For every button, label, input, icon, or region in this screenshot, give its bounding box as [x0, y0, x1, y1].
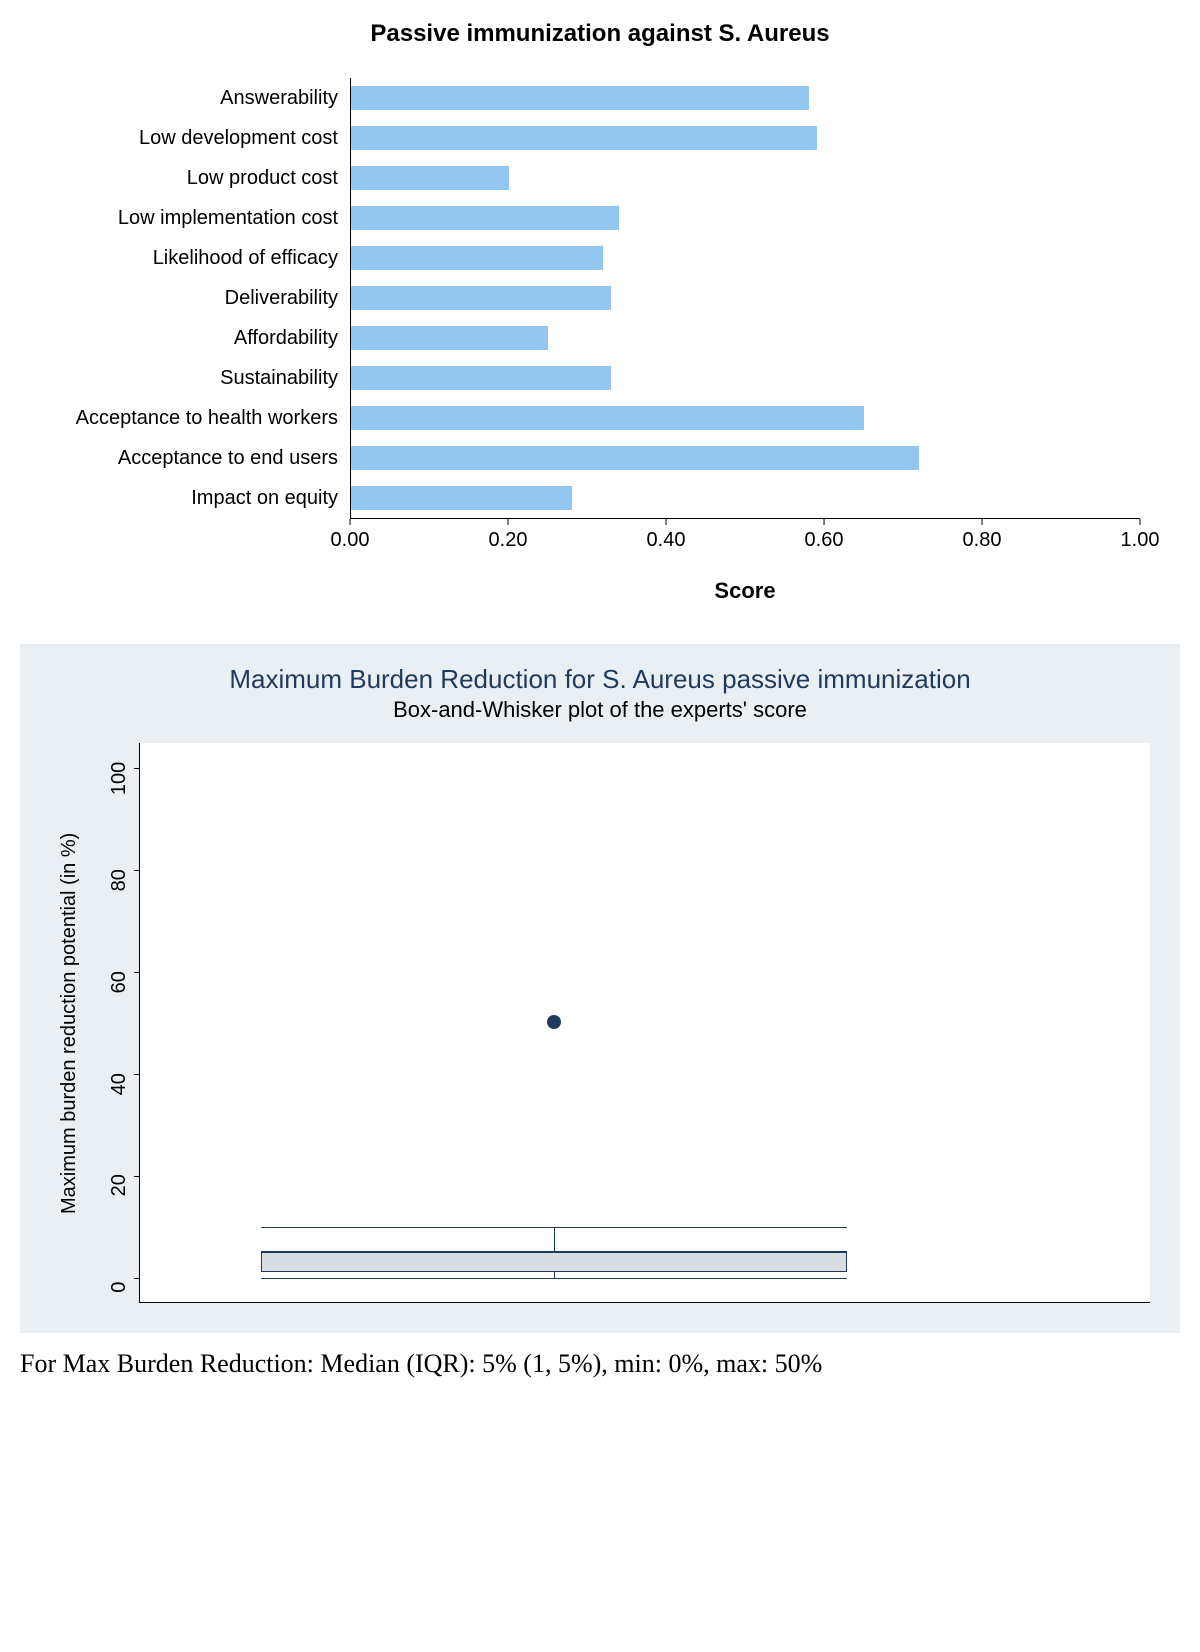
- bar-row: Acceptance to end users: [350, 438, 1140, 478]
- boxplot-y-tick-label: 60: [108, 971, 131, 993]
- bar-chart-container: Passive immunization against S. Aureus A…: [20, 20, 1180, 604]
- bar-plot-area: [350, 478, 1140, 518]
- x-tick-mark: [350, 519, 351, 525]
- x-tick-label: 0.60: [805, 529, 844, 552]
- whisker-line-low: [554, 1272, 555, 1277]
- bar-row: Answerability: [350, 78, 1140, 118]
- bar-chart-x-axis: 0.000.200.400.600.801.00: [350, 518, 1140, 568]
- bar-fill: [351, 326, 548, 350]
- boxplot-footnote: For Max Burden Reduction: Median (IQR): …: [20, 1349, 1180, 1379]
- x-tick-label: 0.40: [647, 529, 686, 552]
- bar-row: Low implementation cost: [350, 198, 1140, 238]
- whisker-line-high: [554, 1227, 555, 1252]
- bar-label: Deliverability: [225, 287, 350, 310]
- boxplot-y-tick-label: 80: [108, 869, 131, 891]
- bar-plot-area: [350, 278, 1140, 318]
- bar-label: Low implementation cost: [118, 207, 350, 230]
- bar-fill: [351, 486, 572, 510]
- x-tick: 0.80: [963, 519, 1002, 552]
- x-tick-label: 0.80: [963, 529, 1002, 552]
- bar-fill: [351, 406, 864, 430]
- bar-fill: [351, 446, 919, 470]
- x-tick-label: 1.00: [1121, 529, 1160, 552]
- bar-plot-area: [350, 238, 1140, 278]
- boxplot-area: Maximum burden reduction potential (in %…: [50, 743, 1150, 1303]
- bar-row: Sustainability: [350, 358, 1140, 398]
- bar-fill: [351, 286, 611, 310]
- boxplot-title: Maximum Burden Reduction for S. Aureus p…: [50, 664, 1150, 695]
- boxplot-y-tick-label: 20: [108, 1175, 131, 1197]
- bar-row: Deliverability: [350, 278, 1140, 318]
- bar-plot-area: [350, 198, 1140, 238]
- bar-fill: [351, 126, 817, 150]
- x-tick-mark: [982, 519, 983, 525]
- bar-fill: [351, 86, 809, 110]
- bar-plot-area: [350, 438, 1140, 478]
- outlier-point: [547, 1015, 561, 1029]
- bar-label: Affordability: [234, 327, 350, 350]
- boxplot-y-tick-label: 40: [108, 1073, 131, 1095]
- bar-plot-area: [350, 78, 1140, 118]
- boxplot-y-tick-mark: [134, 768, 140, 769]
- bar-label: Acceptance to health workers: [76, 407, 350, 430]
- x-tick: 0.40: [647, 519, 686, 552]
- bar-row: Low product cost: [350, 158, 1140, 198]
- bar-row: Likelihood of efficacy: [350, 238, 1140, 278]
- boxplot-y-tick-mark: [134, 1074, 140, 1075]
- bar-chart-plot: AnswerabilityLow development costLow pro…: [350, 78, 1140, 518]
- whisker-cap-low: [261, 1278, 847, 1279]
- boxplot-y-tick-label: 100: [108, 762, 131, 795]
- bar-plot-area: [350, 318, 1140, 358]
- x-tick-mark: [508, 519, 509, 525]
- x-tick: 0.00: [331, 519, 370, 552]
- bar-plot-area: [350, 398, 1140, 438]
- x-tick-mark: [666, 519, 667, 525]
- bar-chart-x-label: Score: [350, 578, 1140, 604]
- boxplot-y-ticks: 0 20 40 60 80 100: [89, 743, 139, 1303]
- bar-label: Acceptance to end users: [118, 447, 350, 470]
- bar-fill: [351, 166, 509, 190]
- x-tick-label: 0.00: [331, 529, 370, 552]
- bar-row: Impact on equity: [350, 478, 1140, 518]
- boxplot-y-tick-mark: [134, 870, 140, 871]
- boxplot-y-tick-label: 0: [108, 1282, 131, 1293]
- boxplot-y-tick-mark: [134, 972, 140, 973]
- boxplot-panel: Maximum Burden Reduction for S. Aureus p…: [20, 644, 1180, 1333]
- x-tick: 0.60: [805, 519, 844, 552]
- box-rect: [261, 1252, 847, 1272]
- boxplot-plot-area: [139, 743, 1150, 1303]
- bar-label: Impact on equity: [191, 487, 350, 510]
- bar-label: Sustainability: [220, 367, 350, 390]
- bar-label: Answerability: [220, 87, 350, 110]
- bar-row: Affordability: [350, 318, 1140, 358]
- boxplot-y-label: Maximum burden reduction potential (in %…: [50, 743, 89, 1303]
- bar-fill: [351, 246, 603, 270]
- boxplot-subtitle: Box-and-Whisker plot of the experts' sco…: [50, 697, 1150, 723]
- x-tick: 0.20: [489, 519, 528, 552]
- boxplot-y-tick-mark: [134, 1278, 140, 1279]
- x-tick-mark: [824, 519, 825, 525]
- bar-label: Low development cost: [139, 127, 350, 150]
- bar-plot-area: [350, 118, 1140, 158]
- bar-row: Low development cost: [350, 118, 1140, 158]
- x-tick: 1.00: [1121, 519, 1160, 552]
- bar-fill: [351, 206, 619, 230]
- bar-label: Low product cost: [187, 167, 350, 190]
- x-tick-label: 0.20: [489, 529, 528, 552]
- bar-row: Acceptance to health workers: [350, 398, 1140, 438]
- boxplot-y-tick-mark: [134, 1176, 140, 1177]
- bar-label: Likelihood of efficacy: [153, 247, 350, 270]
- bar-chart-title: Passive immunization against S. Aureus: [20, 20, 1180, 48]
- bar-plot-area: [350, 158, 1140, 198]
- bar-plot-area: [350, 358, 1140, 398]
- bar-fill: [351, 366, 611, 390]
- x-tick-mark: [1140, 519, 1141, 525]
- box-median: [261, 1251, 847, 1253]
